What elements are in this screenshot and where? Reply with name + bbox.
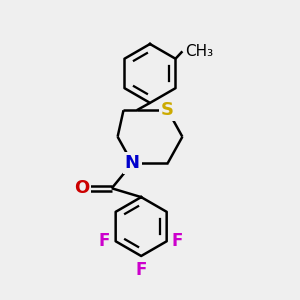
Text: F: F [99, 232, 110, 250]
Text: S: S [161, 101, 174, 119]
Text: CH₃: CH₃ [185, 44, 213, 59]
Text: O: O [74, 179, 89, 197]
Text: N: N [125, 154, 140, 172]
Text: F: F [136, 261, 147, 279]
Text: F: F [172, 232, 183, 250]
